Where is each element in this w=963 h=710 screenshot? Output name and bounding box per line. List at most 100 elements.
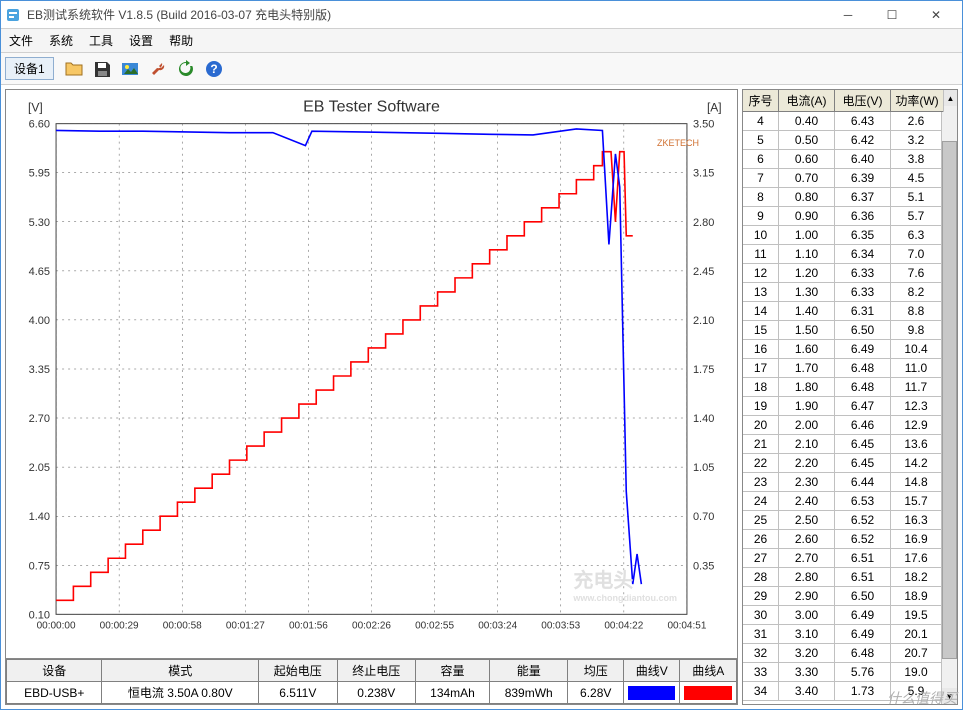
image-icon[interactable]: [118, 57, 142, 81]
table-cell: 5.1: [891, 188, 941, 206]
table-row[interactable]: 40.406.432.6: [743, 112, 941, 131]
table-row[interactable]: 343.401.735.9: [743, 682, 941, 701]
close-button[interactable]: ✕: [914, 3, 958, 27]
table-row[interactable]: 313.106.4920.1: [743, 625, 941, 644]
table-row[interactable]: 323.206.4820.7: [743, 644, 941, 663]
table-row[interactable]: 121.206.337.6: [743, 264, 941, 283]
table-cell: 2.30: [779, 473, 835, 491]
table-cell: 14.8: [891, 473, 941, 491]
table-row[interactable]: 191.906.4712.3: [743, 397, 941, 416]
summary-header: 起始电压: [259, 660, 337, 682]
table-row[interactable]: 70.706.394.5: [743, 169, 941, 188]
table-cell: 6.51: [835, 568, 891, 586]
minimize-button[interactable]: ─: [826, 3, 870, 27]
table-row[interactable]: 50.506.423.2: [743, 131, 941, 150]
table-cell: 17: [743, 359, 779, 377]
table-cell: 27: [743, 549, 779, 567]
table-row[interactable]: 242.406.5315.7: [743, 492, 941, 511]
table-row[interactable]: 60.606.403.8: [743, 150, 941, 169]
table-cell: 20.7: [891, 644, 941, 662]
data-col-header[interactable]: 电流(A): [779, 90, 835, 111]
tools-icon[interactable]: [146, 57, 170, 81]
summary-header: 能量: [489, 660, 568, 682]
table-cell: 6.52: [835, 530, 891, 548]
table-cell: 20: [743, 416, 779, 434]
menu-帮助[interactable]: 帮助: [169, 32, 193, 49]
maximize-button[interactable]: ☐: [870, 3, 914, 27]
menu-文件[interactable]: 文件: [9, 32, 33, 49]
menu-工具[interactable]: 工具: [89, 32, 113, 49]
table-row[interactable]: 262.606.5216.9: [743, 530, 941, 549]
svg-text:0.75: 0.75: [29, 560, 50, 572]
svg-text:5.30: 5.30: [29, 217, 50, 229]
table-row[interactable]: 131.306.338.2: [743, 283, 941, 302]
menu-设置[interactable]: 设置: [129, 32, 153, 49]
data-col-header[interactable]: 序号: [743, 90, 779, 111]
summary-header: 曲线A: [680, 660, 737, 682]
help-icon[interactable]: ?: [202, 57, 226, 81]
table-row[interactable]: 90.906.365.7: [743, 207, 941, 226]
table-row[interactable]: 111.106.347.0: [743, 245, 941, 264]
table-row[interactable]: 333.305.7619.0: [743, 663, 941, 682]
svg-text:00:04:22: 00:04:22: [604, 620, 643, 631]
table-row[interactable]: 202.006.4612.9: [743, 416, 941, 435]
table-cell: 1.70: [779, 359, 835, 377]
window-title: EB测试系统软件 V1.8.5 (Build 2016-03-07 充电头特别版…: [27, 6, 331, 23]
table-cell: 6.31: [835, 302, 891, 320]
table-cell: 1.10: [779, 245, 835, 263]
data-col-header[interactable]: 电压(V): [835, 90, 891, 111]
table-cell: 2.70: [779, 549, 835, 567]
table-row[interactable]: 141.406.318.8: [743, 302, 941, 321]
menubar: 文件系统工具设置帮助: [1, 29, 962, 53]
chart-svg: EB Tester Software[V][A]6.603.505.953.15…: [6, 90, 737, 658]
table-row[interactable]: 181.806.4811.7: [743, 378, 941, 397]
menu-系统[interactable]: 系统: [49, 32, 73, 49]
table-row[interactable]: 303.006.4919.5: [743, 606, 941, 625]
table-row[interactable]: 252.506.5216.3: [743, 511, 941, 530]
table-cell: 6.49: [835, 606, 891, 624]
svg-text:1.40: 1.40: [693, 413, 714, 425]
table-row[interactable]: 101.006.356.3: [743, 226, 941, 245]
table-row[interactable]: 282.806.5118.2: [743, 568, 941, 587]
scrollbar[interactable]: ▼: [941, 112, 957, 704]
table-cell: 31: [743, 625, 779, 643]
svg-text:00:00:29: 00:00:29: [100, 620, 139, 631]
svg-text:2.10: 2.10: [693, 315, 714, 327]
table-cell: 6.40: [835, 150, 891, 168]
table-cell: 6.48: [835, 644, 891, 662]
table-row[interactable]: 171.706.4811.0: [743, 359, 941, 378]
table-cell: 11.7: [891, 378, 941, 396]
table-row[interactable]: 292.906.5018.9: [743, 587, 941, 606]
refresh-icon[interactable]: [174, 57, 198, 81]
table-row[interactable]: 232.306.4414.8: [743, 473, 941, 492]
table-cell: 6.51: [835, 549, 891, 567]
table-cell: 7: [743, 169, 779, 187]
app-icon: [5, 7, 21, 23]
table-row[interactable]: 151.506.509.8: [743, 321, 941, 340]
folder-icon[interactable]: [62, 57, 86, 81]
scroll-down-button[interactable]: ▼: [942, 688, 957, 704]
table-row[interactable]: 272.706.5117.6: [743, 549, 941, 568]
table-cell: 6.50: [835, 321, 891, 339]
table-cell: 6.47: [835, 397, 891, 415]
table-cell: 3.40: [779, 682, 835, 700]
table-cell: 26: [743, 530, 779, 548]
scroll-up-button[interactable]: ▲: [944, 90, 957, 106]
table-cell: 7.6: [891, 264, 941, 282]
table-cell: 6.48: [835, 359, 891, 377]
table-cell: 34: [743, 682, 779, 700]
svg-text:5.95: 5.95: [29, 168, 50, 180]
table-cell: 5.9: [891, 682, 941, 700]
table-cell: 11.0: [891, 359, 941, 377]
save-icon[interactable]: [90, 57, 114, 81]
table-cell: 14: [743, 302, 779, 320]
table-row[interactable]: 212.106.4513.6: [743, 435, 941, 454]
table-row[interactable]: 80.806.375.1: [743, 188, 941, 207]
table-cell: 2.20: [779, 454, 835, 472]
table-row[interactable]: 222.206.4514.2: [743, 454, 941, 473]
device-tab[interactable]: 设备1: [5, 57, 54, 80]
scrollbar-thumb[interactable]: [942, 141, 957, 660]
data-col-header[interactable]: 功率(W): [891, 90, 943, 111]
svg-text:00:02:26: 00:02:26: [352, 620, 391, 631]
table-row[interactable]: 161.606.4910.4: [743, 340, 941, 359]
